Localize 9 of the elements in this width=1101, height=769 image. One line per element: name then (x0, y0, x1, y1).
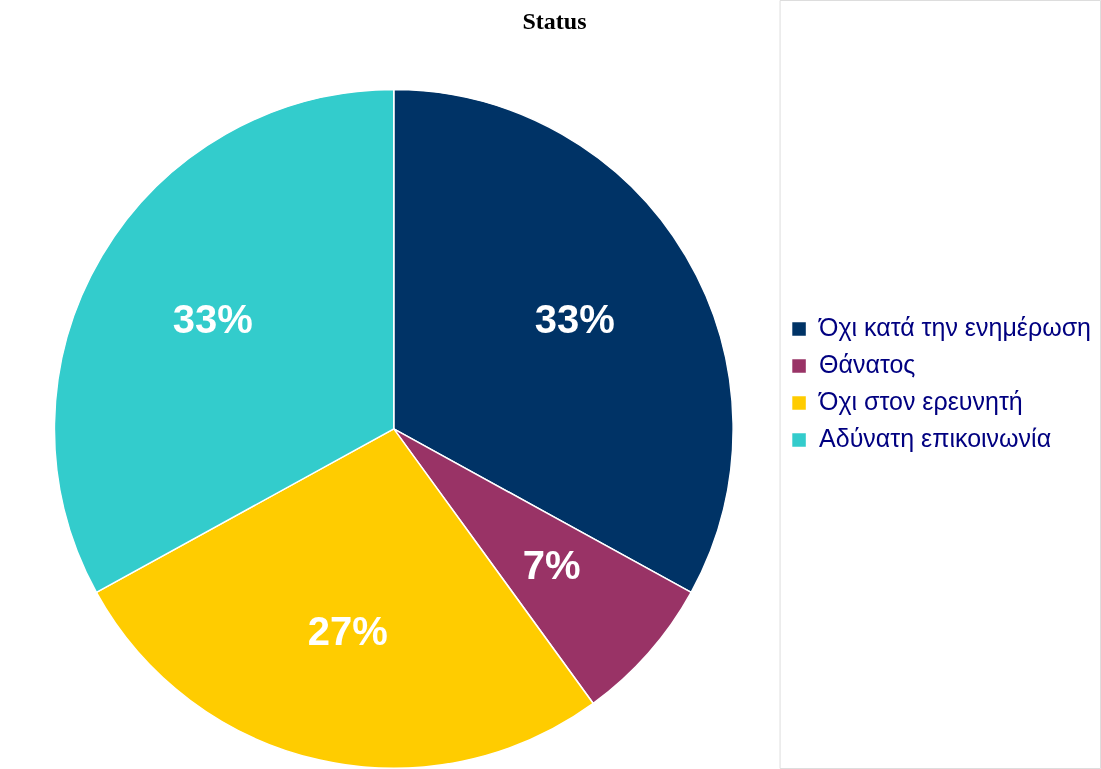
data-label: 33% (534, 296, 615, 341)
chart-title: Status (522, 7, 587, 34)
legend-label: Θάνατος (819, 349, 916, 378)
legend-label: Όχι στον ερευνητή (818, 386, 1023, 415)
legend-label: Αδύνατη επικοινωνία (819, 423, 1052, 452)
data-label: 7% (522, 543, 581, 588)
legend-label: Όχι κατά την ενημέρωση (818, 312, 1091, 341)
data-label: 27% (307, 609, 388, 654)
data-label: 33% (172, 296, 253, 341)
